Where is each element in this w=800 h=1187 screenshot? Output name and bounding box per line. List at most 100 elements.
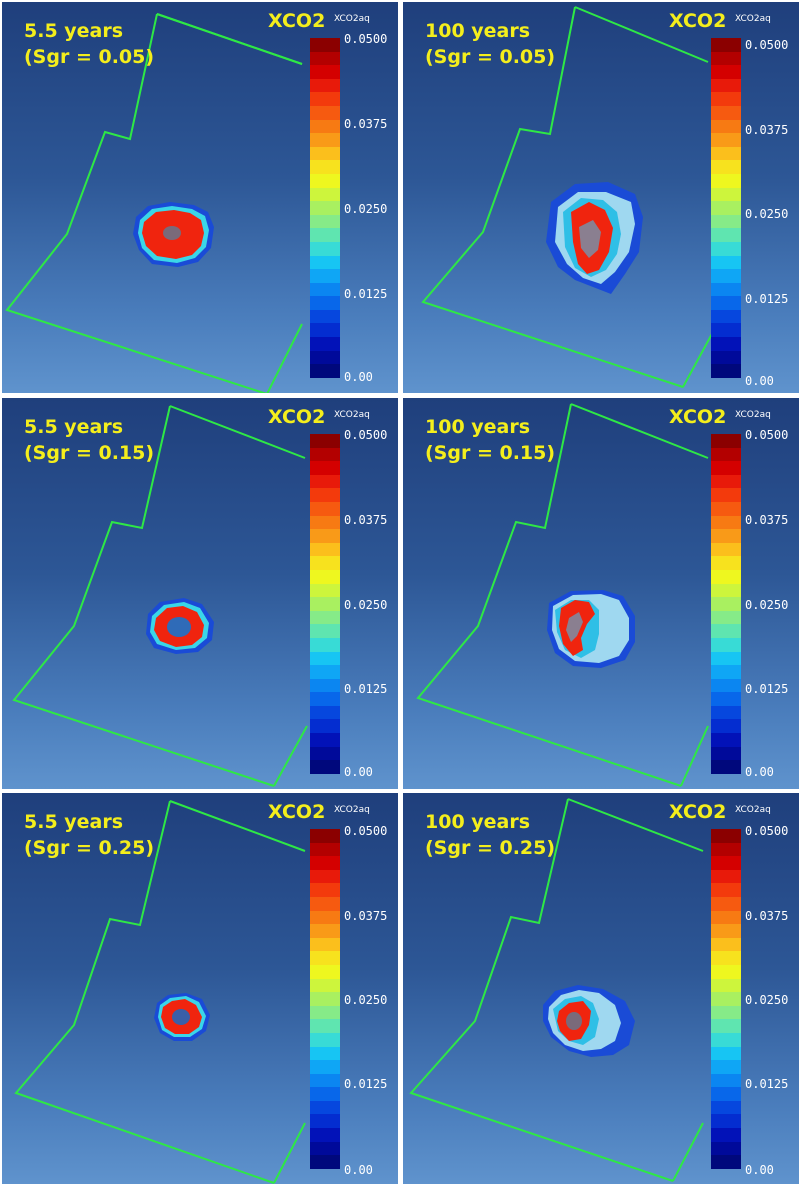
colorbar-segment <box>310 188 340 202</box>
colorbar-variable-name: XCO2aq <box>334 14 370 24</box>
colorbar-segment <box>711 679 741 693</box>
colorbar-tick: 0.0375 <box>745 123 788 137</box>
colorbar-segment <box>310 1033 340 1047</box>
sgr-label: (Sgr = 0.25) <box>24 835 154 861</box>
colorbar-segment <box>711 747 741 761</box>
colorbar-segment <box>310 938 340 952</box>
colorbar-segment <box>711 924 741 938</box>
colorbar-segment <box>711 323 741 337</box>
colorbar-segment <box>310 856 340 870</box>
colorbar-segment <box>711 160 741 174</box>
colorbar-segment <box>711 283 741 297</box>
colorbar-tick: 0.0375 <box>745 909 788 923</box>
colorbar-segment <box>310 760 340 774</box>
sgr-label: (Sgr = 0.25) <box>425 835 555 861</box>
colorbar-segment <box>310 584 340 598</box>
colorbar-segment <box>711 228 741 242</box>
colorbar-segment <box>711 296 741 310</box>
colorbar-segment <box>711 638 741 652</box>
time-label: 5.5 years <box>24 809 154 835</box>
colorbar-segment <box>310 733 340 747</box>
colorbar-segment <box>310 1142 340 1156</box>
colorbar-segment <box>711 448 741 462</box>
panel-label: 100 years (Sgr = 0.15) <box>425 414 555 466</box>
colorbar-title: XCO2 <box>268 801 325 823</box>
colorbar-segment <box>711 829 741 843</box>
colorbar-segment <box>310 843 340 857</box>
colorbar-title: XCO2 <box>669 406 726 428</box>
colorbar-segment <box>310 692 340 706</box>
colorbar-segment <box>711 706 741 720</box>
colorbar-segment <box>310 160 340 174</box>
colorbar-tick: 0.0500 <box>745 428 788 442</box>
colorbar-segment <box>310 337 340 351</box>
colorbar-segment <box>711 1155 741 1169</box>
colorbar-segment <box>711 1101 741 1115</box>
colorbar-variable-name: XCO2aq <box>735 805 771 815</box>
colorbar-segment <box>310 1019 340 1033</box>
sgr-label: (Sgr = 0.05) <box>425 44 555 70</box>
colorbar-segment <box>310 351 340 365</box>
colorbar-segment <box>711 543 741 557</box>
colorbar-segment <box>711 215 741 229</box>
colorbar-segment <box>310 502 340 516</box>
colorbar-segment <box>711 434 741 448</box>
colorbar-segment <box>711 1087 741 1101</box>
colorbar-segment <box>310 570 340 584</box>
colorbar-segment <box>711 665 741 679</box>
colorbar-segment <box>711 856 741 870</box>
colorbar-segment <box>711 1060 741 1074</box>
colorbar-segment <box>310 461 340 475</box>
time-label: 100 years <box>425 18 555 44</box>
colorbar-tick: 0.00 <box>344 765 373 779</box>
colorbar-segment <box>310 434 340 448</box>
colorbar-tick: 0.0375 <box>344 117 387 131</box>
panel-5-5-years-sgr-0-15: 5.5 years (Sgr = 0.15) XCO2 XCO2aq 0.0500… <box>2 398 398 789</box>
panel-label: 5.5 years (Sgr = 0.25) <box>24 809 154 861</box>
colorbar-variable-name: XCO2aq <box>334 805 370 815</box>
colorbar-segment <box>310 951 340 965</box>
colorbar-segment <box>310 747 340 761</box>
time-label: 100 years <box>425 414 555 440</box>
panel-label: 100 years (Sgr = 0.05) <box>425 18 555 70</box>
colorbar-segment <box>711 529 741 543</box>
colorbar-segment <box>711 965 741 979</box>
colorbar-segment <box>711 120 741 134</box>
colorbar-tick: 0.0500 <box>745 38 788 52</box>
colorbar-segment <box>310 174 340 188</box>
colorbar-segment <box>310 624 340 638</box>
colorbar-segment <box>310 706 340 720</box>
colorbar-variable-name: XCO2aq <box>735 410 771 420</box>
colorbar-segment <box>310 228 340 242</box>
time-label: 100 years <box>425 809 555 835</box>
domain-boundary <box>7 14 302 393</box>
colorbar-segment <box>711 897 741 911</box>
colorbar-segment <box>711 1006 741 1020</box>
colorbar-segment <box>310 296 340 310</box>
colorbar-segment <box>711 106 741 120</box>
colorbar-tick: 0.0125 <box>745 292 788 306</box>
colorbar-segment <box>711 652 741 666</box>
colorbar-segment <box>310 911 340 925</box>
colorbar-segment <box>310 665 340 679</box>
colorbar-title: XCO2 <box>268 406 325 428</box>
colorbar-variable-name: XCO2aq <box>334 410 370 420</box>
colorbar-tick: 0.0500 <box>745 824 788 838</box>
colorbar <box>310 829 340 1169</box>
colorbar-segment <box>310 215 340 229</box>
colorbar-tick: 0.0500 <box>344 824 387 838</box>
colorbar-segment <box>711 351 741 365</box>
colorbar-segment <box>711 1142 741 1156</box>
colorbar-segment <box>711 870 741 884</box>
colorbar-segment <box>711 556 741 570</box>
colorbar <box>711 38 741 378</box>
colorbar-segment <box>310 1114 340 1128</box>
colorbar-segment <box>310 516 340 530</box>
colorbar-segment <box>310 147 340 161</box>
colorbar-segment <box>711 147 741 161</box>
panel-label: 100 years (Sgr = 0.25) <box>425 809 555 861</box>
colorbar-segment <box>711 1074 741 1088</box>
colorbar-tick: 0.0125 <box>344 682 387 696</box>
colorbar-segment <box>711 242 741 256</box>
colorbar-tick: 0.0500 <box>344 32 387 46</box>
